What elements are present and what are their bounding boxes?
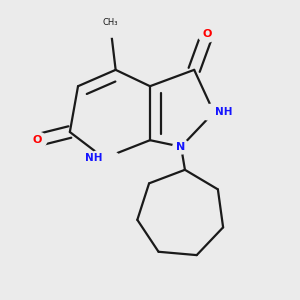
Ellipse shape [173, 140, 189, 154]
Ellipse shape [98, 21, 123, 37]
Text: N: N [176, 142, 186, 152]
Text: O: O [202, 29, 212, 39]
Text: O: O [32, 135, 42, 145]
Ellipse shape [197, 104, 231, 121]
Ellipse shape [88, 150, 120, 166]
Ellipse shape [197, 26, 217, 42]
Text: CH₃: CH₃ [103, 18, 118, 27]
Text: NH: NH [85, 153, 103, 163]
Ellipse shape [27, 132, 47, 148]
Text: NH: NH [215, 107, 233, 117]
